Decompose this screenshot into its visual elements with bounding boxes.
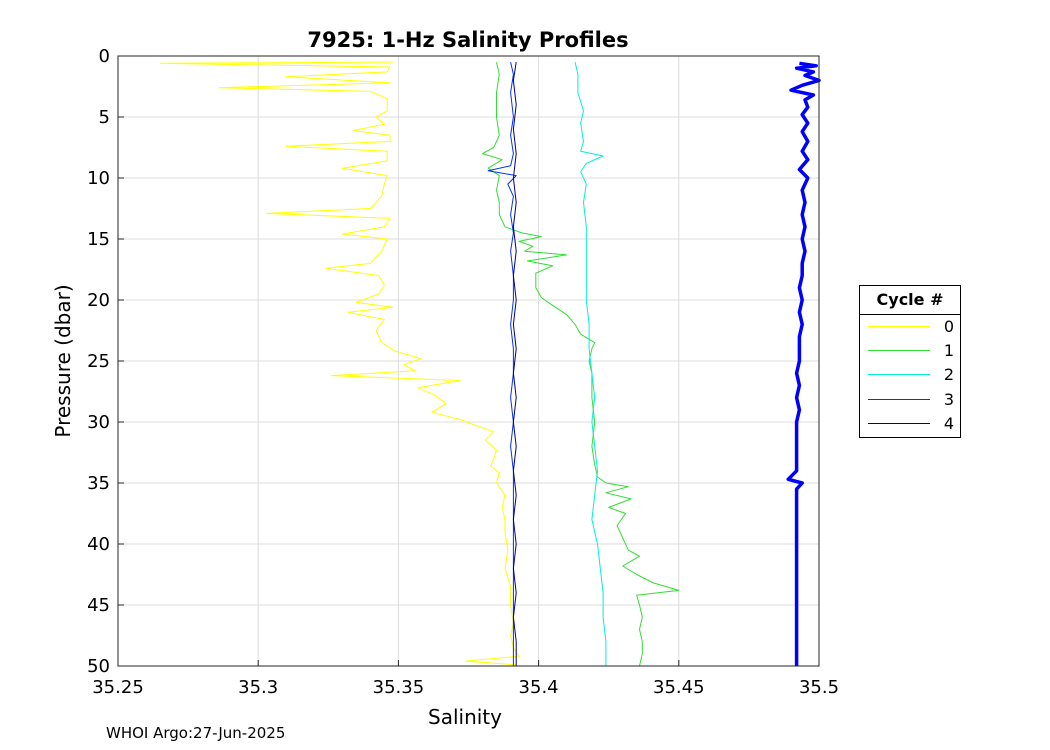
series-line-5 <box>786 61 821 666</box>
x-tick-label: 35.4 <box>519 677 559 698</box>
x-tick-label: 35.3 <box>238 677 278 698</box>
y-tick-label: 45 <box>87 595 110 616</box>
y-tick-label: 35 <box>87 473 110 494</box>
series-line-3 <box>487 61 517 666</box>
x-tick-label: 35.35 <box>373 677 425 698</box>
y-tick-label: 20 <box>87 290 110 311</box>
legend-entry: 3 <box>860 388 960 412</box>
legend-label: 4 <box>943 413 954 433</box>
legend-label: 3 <box>943 389 954 409</box>
y-tick-label: 5 <box>99 107 110 128</box>
legend-entries: 0 1 2 3 4 <box>860 315 960 436</box>
legend-swatch <box>868 350 930 352</box>
footer-credit: WHOI Argo:27-Jun-2025 <box>106 724 286 742</box>
legend-label: 0 <box>943 317 954 336</box>
legend-swatch <box>868 326 930 327</box>
x-axis-label: Salinity <box>428 705 502 729</box>
legend-swatch <box>868 374 930 376</box>
y-axis-label: Pressure (dbar) <box>51 284 75 437</box>
x-tick-label: 35.45 <box>653 677 705 698</box>
legend-swatch <box>868 398 930 400</box>
y-tick-label: 0 <box>99 46 110 67</box>
legend-swatch <box>868 422 930 424</box>
y-tick-label: 25 <box>87 351 110 372</box>
chart-title: 7925: 1-Hz Salinity Profiles <box>307 28 628 52</box>
legend-entry: 4 <box>860 412 960 436</box>
series-line-2 <box>574 61 607 666</box>
y-tick-label: 15 <box>87 229 110 250</box>
series-layer <box>159 61 821 667</box>
y-tick-label: 50 <box>87 656 110 677</box>
legend-title: Cycle # <box>860 286 960 315</box>
ticks: 35.25 35.3 35.35 35.4 35.45 35.5 0 5 10 15 20 25 30 3… <box>87 46 839 698</box>
legend-entry: 0 <box>860 315 960 339</box>
y-tick-label: 10 <box>87 168 110 189</box>
series-line-1 <box>482 61 680 667</box>
x-tick-label: 35.5 <box>799 677 839 698</box>
legend-label: 1 <box>943 341 954 361</box>
series-line-4 <box>512 62 517 666</box>
x-tick-label: 35.25 <box>92 677 144 698</box>
grid <box>117 55 820 667</box>
legend-entry: 1 <box>860 339 960 363</box>
y-tick-label: 30 <box>87 412 110 433</box>
series-line-0 <box>159 61 520 666</box>
legend: Cycle # 0 1 2 3 4 <box>859 285 961 438</box>
y-tick-label: 40 <box>87 534 110 555</box>
legend-label: 2 <box>943 365 954 385</box>
legend-entry: 2 <box>860 363 960 387</box>
